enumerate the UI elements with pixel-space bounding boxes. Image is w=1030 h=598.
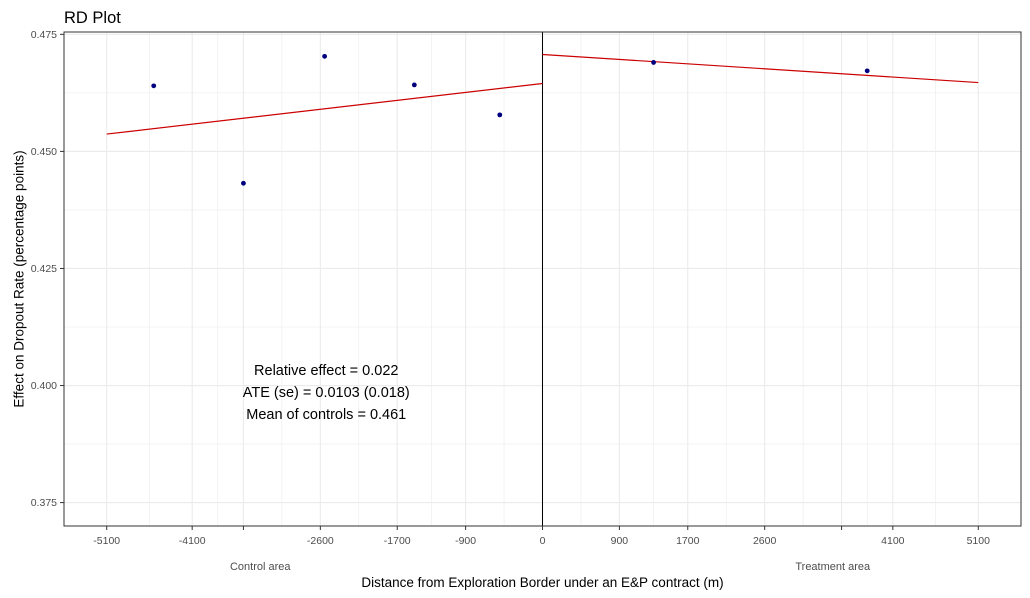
x-tick-label: -5100: [93, 535, 120, 547]
fit-line-treatment: [542, 53, 979, 84]
y-tick-label: 0.475: [31, 29, 57, 41]
x-axis-title: Distance from Exploration Border under a…: [361, 575, 723, 590]
data-point: [411, 82, 417, 88]
annotation-mean-controls: Mean of controls = 0.461: [246, 407, 406, 423]
control-area-label: Control area: [230, 561, 291, 573]
data-points: [151, 53, 870, 186]
treatment-area-label: Treatment area: [795, 561, 871, 573]
data-point: [241, 180, 246, 186]
y-axis-title: Effect on Dropout Rate (percentage point…: [12, 150, 27, 407]
x-tick-label: -1700: [384, 535, 411, 547]
chart-title: RD Plot: [64, 9, 121, 27]
x-tick-label: -4100: [179, 535, 206, 547]
data-point: [651, 60, 656, 65]
x-tick-label: -900: [455, 535, 476, 547]
x-tick-label: 4100: [881, 535, 905, 547]
x-tick-label: 2600: [753, 535, 777, 547]
x-tick-label: 900: [611, 535, 629, 547]
fit-line-control: [106, 82, 543, 135]
data-point: [322, 53, 328, 59]
annotation-ate: ATE (se) = 0.0103 (0.018): [243, 385, 410, 401]
y-tick-label: 0.450: [31, 146, 57, 158]
x-axis-ticks: -5100 -4100 -2600 -1700 -900 0 900 1700 2600 4100…: [93, 526, 990, 547]
data-point: [864, 68, 870, 74]
x-tick-label: 0: [540, 535, 546, 547]
y-tick-label: 0.425: [31, 263, 57, 275]
x-tick-label: -2600: [307, 535, 334, 547]
x-tick-label: 1700: [676, 535, 700, 547]
y-tick-label: 0.400: [31, 380, 57, 392]
data-point: [497, 112, 503, 118]
annotation-block: Relative effect = 0.022 ATE (se) = 0.010…: [243, 363, 410, 423]
fit-lines: [106, 53, 979, 135]
annotation-relative-effect: Relative effect = 0.022: [254, 363, 398, 379]
x-tick-label: 5100: [967, 535, 991, 547]
data-point: [151, 83, 157, 89]
y-axis-ticks: 0.375 0.400 0.425 0.450 0.475: [31, 29, 64, 509]
y-tick-label: 0.375: [31, 497, 57, 509]
